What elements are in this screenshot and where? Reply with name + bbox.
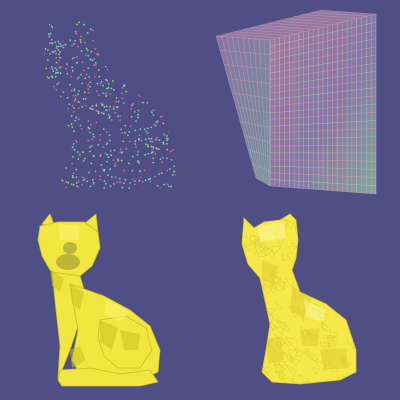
cat-coarse-mesh-icon — [37, 213, 161, 387]
cat-fine-mesh-icon — [241, 213, 357, 385]
fine-mesh-view[interactable] — [200, 200, 400, 400]
cat-point-cloud-icon — [44, 18, 176, 190]
voxel-grid-icon — [215, 9, 377, 195]
voxel-grid-view[interactable] — [200, 0, 400, 200]
coarse-mesh-view[interactable] — [0, 200, 200, 400]
point-cloud-view[interactable] — [0, 0, 200, 200]
